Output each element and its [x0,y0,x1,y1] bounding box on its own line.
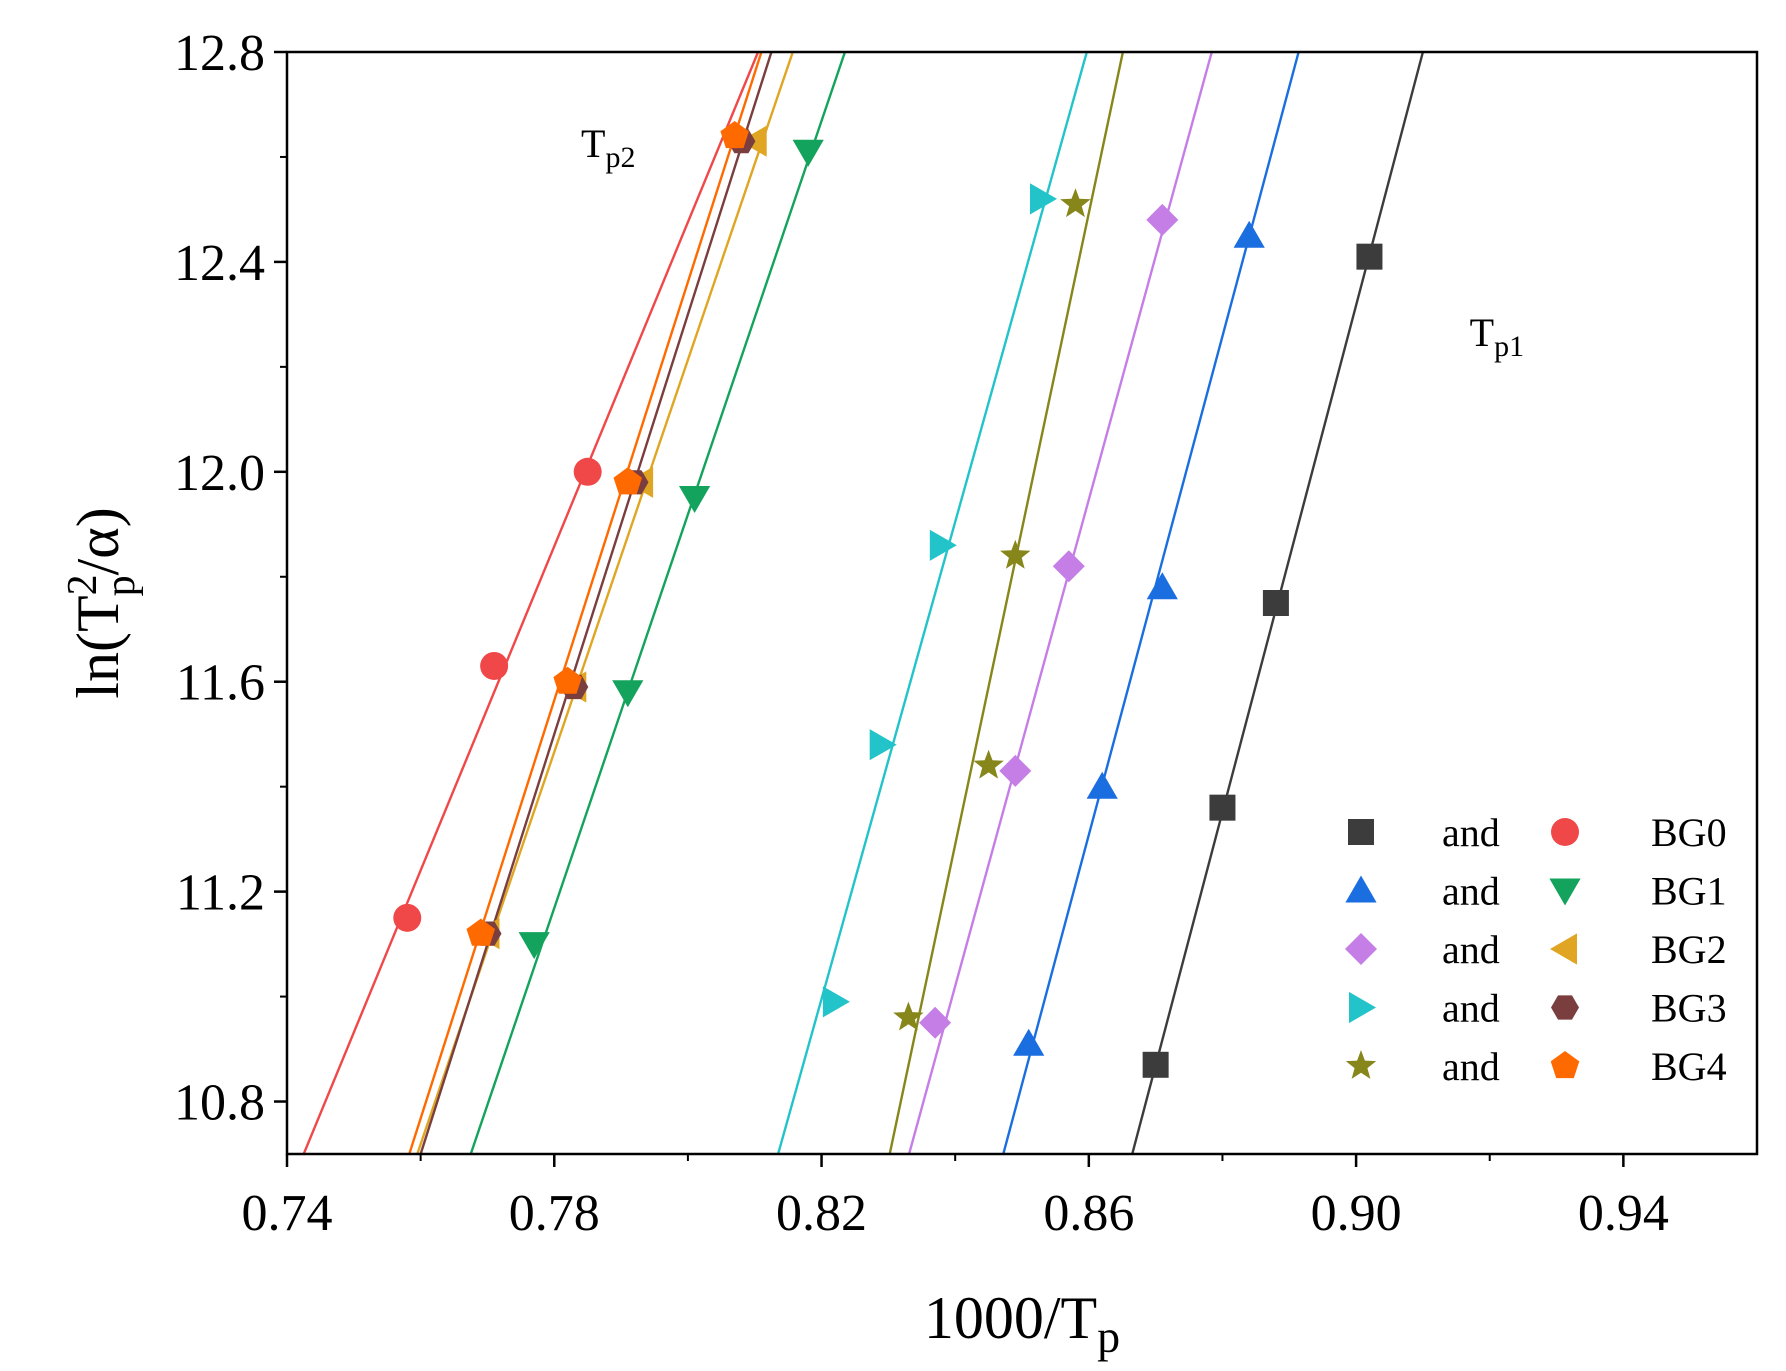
data-point [1356,243,1383,270]
annotation-label: Tp2 [581,121,635,174]
data-point [919,1006,952,1039]
legend-marker [1551,818,1579,846]
x-axis-title: 1000/Tp [924,1285,1120,1362]
fit-line [776,52,1088,1154]
data-point [1086,771,1118,799]
data-point [679,486,711,513]
data-point [1146,572,1178,600]
legend-label: and [1442,810,1500,855]
data-point [1142,1051,1169,1078]
data-point [480,651,509,680]
data-point [893,1001,924,1031]
x-tick-label: 0.94 [1578,1185,1669,1242]
fit-line [408,52,763,1154]
legend-label: BG2 [1651,927,1727,972]
legend-label: and [1442,1044,1500,1089]
fit-line [302,52,760,1154]
data-point [929,529,957,561]
data-point [1060,188,1091,218]
x-tick-label: 0.86 [1043,1185,1134,1242]
y-tick-label: 12.8 [174,25,265,82]
data-point [1209,794,1236,821]
data-point [466,918,495,946]
legend-label: BG3 [1651,986,1727,1031]
y-axis-title-suffix: /α) [65,507,131,575]
x-tick-label: 0.82 [776,1185,867,1242]
legend-marker [1345,875,1377,903]
legend-marker [1349,991,1376,1024]
data-point [1052,550,1085,583]
y-tick-label: 11.6 [176,655,265,712]
data-point [573,457,602,486]
data-point [869,729,897,761]
data-point [1233,220,1265,248]
data-point [1013,1028,1045,1056]
data-point [1262,590,1289,616]
data-point [1146,203,1179,236]
legend-label: and [1442,927,1500,972]
annotation-main: T [581,121,605,166]
legend-marker [1345,1050,1377,1079]
y-axis-title-sup: 2 [60,574,106,595]
fit-line [888,52,1125,1154]
plot-frame [285,50,1759,1156]
y-tick-label: 12.0 [174,445,265,502]
data-markers [393,121,1383,1078]
y-axis-title-sub: p [98,575,144,596]
fit-line [419,52,773,1154]
data-point [1000,539,1031,569]
x-tick-label: 0.90 [1311,1185,1402,1242]
legend-marker [1551,995,1579,1020]
data-point [792,139,824,167]
y-tick-label: 10.8 [174,1075,265,1132]
legend-label: and [1442,869,1500,914]
data-point [999,754,1032,787]
annotation-main: T [1470,310,1494,355]
data-point [1030,183,1057,215]
data-point [822,986,850,1018]
fit-line [907,52,1213,1154]
x-tick-label: 0.74 [242,1185,333,1242]
x-axis-title-sub: p [1097,1311,1120,1362]
fit-lines [302,52,1425,1154]
legend-marker [1550,933,1577,965]
legend-marker [1549,878,1581,906]
legend-label: and [1442,986,1500,1031]
legend-marker [1550,1051,1580,1079]
data-point [553,666,582,694]
data-point [518,932,550,960]
legend-marker [1345,933,1377,965]
annotation-label: Tp1 [1470,310,1524,363]
data-point [720,121,749,149]
y-axis-title: ln(T2p/α) [60,507,144,698]
y-axis-title-main: ln(T [65,595,131,698]
legend-marker [1348,819,1374,845]
data-point [612,680,644,708]
x-axis-title-main: 1000/T [924,1285,1097,1351]
data-point [613,467,642,495]
data-point [393,903,422,932]
data-point [973,749,1004,779]
x-tick-label: 0.78 [509,1185,600,1242]
annotation-sub: p2 [605,141,635,174]
legend-label: BG0 [1651,810,1727,855]
legend-label: BG4 [1651,1044,1727,1089]
fit-line [469,52,847,1154]
y-tick-label: 12.4 [174,235,265,292]
y-tick-label: 11.2 [176,865,265,922]
legend-label: BG1 [1651,869,1727,914]
annotation-sub: p1 [1494,330,1524,363]
legend: and and and and and BG0 BG1 BG2 BG3 BG4 [1345,810,1727,1089]
axes: 0.74 0.78 0.82 0.86 0.90 0.94 10.8 11.2 11.6 12.0… [60,25,1759,1362]
